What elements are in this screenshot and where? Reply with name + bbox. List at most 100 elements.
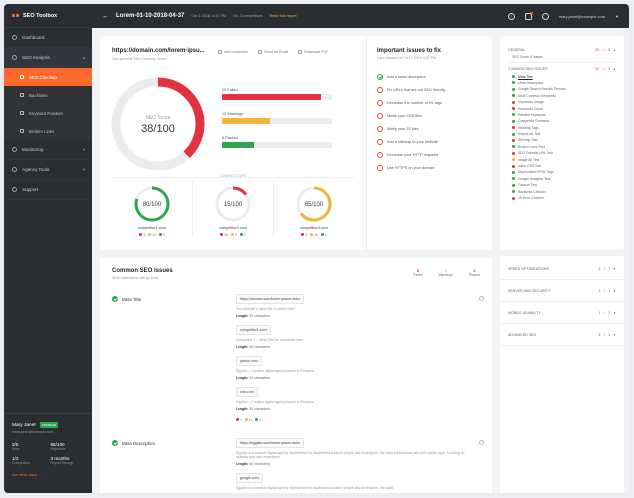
sidebar-subitem-backlinks[interactable]: Backlinks xyxy=(4,86,92,104)
other-plans-link[interactable]: See other plans → xyxy=(12,473,42,477)
important-issue-item[interactable]: Decrease your HTTP requests xyxy=(377,148,487,161)
sidebar-item-dashboard[interactable]: Dashboard xyxy=(4,28,92,48)
nav-subitem[interactable]: Inline CSS Test xyxy=(500,163,624,169)
sidebar-item-label: Support xyxy=(22,187,39,192)
nav-subitem[interactable]: Image Alt Test xyxy=(500,156,624,162)
nav-subitem[interactable]: Competitor Domains xyxy=(500,118,624,124)
nav-subitem[interactable]: SEO Friendly URL Test xyxy=(500,150,624,156)
redo-report-link[interactable]: Redo this report xyxy=(269,14,297,18)
info-icon[interactable] xyxy=(479,296,484,301)
important-issue-item[interactable]: Add a sitemap to your website xyxy=(377,135,487,148)
competitor-card[interactable]: 15/100 competitor2.com 25 9 2 xyxy=(193,182,274,237)
circle-icon xyxy=(377,86,383,93)
nav-section[interactable]: ADVANCED SEO 4 3 3 ▼ xyxy=(500,324,624,346)
nav-subitem[interactable]: Backlinks Checker xyxy=(500,188,624,194)
download-icon xyxy=(298,50,303,54)
nav-section-general[interactable]: GENERAL 25 12 8 ▲ xyxy=(508,48,616,52)
sidebar-item-seo-analysis[interactable]: SEO Analysis ▲ xyxy=(4,48,92,68)
competitor-score: 65/100 xyxy=(305,202,324,208)
meta-title-row[interactable]: Meta Title xyxy=(112,296,141,302)
nav-subitem[interactable]: Robots.txt Test xyxy=(500,131,624,137)
nav-subitem[interactable]: Meta Description xyxy=(500,80,624,86)
sidebar-subitem-keyword-position[interactable]: Keyword Position xyxy=(4,104,92,122)
check-icon xyxy=(112,296,118,302)
help-icon[interactable]: ? xyxy=(507,12,515,20)
sidebar-item-label: Agency Tools xyxy=(22,167,50,172)
nav-subitem[interactable]: Related Keywords xyxy=(500,112,624,118)
nav-subitem[interactable]: Keywords Usage xyxy=(500,99,624,105)
brand[interactable]: SEO Toolbox xyxy=(4,4,92,28)
nav-subitem[interactable]: Google Search Results Preview xyxy=(500,86,624,92)
competitor-ring: 80/100 xyxy=(134,186,170,222)
nav-subitem[interactable]: Sitemap Test xyxy=(500,137,624,143)
dashboard-icon xyxy=(12,35,17,40)
meta-text: Competitor 1 – Meta Title for competitor… xyxy=(236,338,304,342)
important-issue-item[interactable]: Add a meta description xyxy=(377,70,487,83)
download-pdf-button[interactable]: Download PDF xyxy=(298,50,328,54)
bell-icon[interactable] xyxy=(524,11,533,20)
important-issue-item[interactable]: Fix URLs that are not SEO friendly xyxy=(377,83,487,96)
add-competitor-button[interactable]: Add competitor xyxy=(218,50,248,54)
issue-bar-fill xyxy=(222,94,321,100)
nav-subitem[interactable]: Keywords Cloud xyxy=(500,105,624,111)
sidebar-subitem-broken-links[interactable]: Broken Links xyxy=(4,122,92,140)
nav-section-common[interactable]: COMMON SEO ISSUES 25 12 8 ▲ xyxy=(508,67,616,72)
send-email-button[interactable]: Send via Email xyxy=(258,50,288,54)
back-arrow-icon[interactable]: ← xyxy=(102,12,109,20)
nav-subitem[interactable]: Google Analytics Test xyxy=(500,176,624,182)
issue-bar-fill xyxy=(222,142,254,148)
sidebar-item-agency-tools[interactable]: Agency Tools ▼ xyxy=(4,160,92,180)
chevron-up-icon: ▲ xyxy=(613,48,616,52)
meta-length: Length: 50 characters xyxy=(236,376,270,380)
nav-subitem[interactable]: Heading Tags xyxy=(500,125,624,131)
chevron-down-icon: ▼ xyxy=(613,332,616,337)
nav-section[interactable]: SERVER AND SECURITY 2 3 1 ▼ xyxy=(500,280,624,302)
circle-icon xyxy=(377,125,383,132)
important-issue-item[interactable]: Minify your JS files xyxy=(377,122,487,135)
nav-section[interactable]: MOBILE USABILITY 1 2 2 ▼ xyxy=(500,302,624,324)
nav-subitem[interactable]: Deprecated HTML Tags xyxy=(500,169,624,175)
chevron-down-icon[interactable]: ▼ xyxy=(615,13,619,19)
competitor-counts: 5 10 8 xyxy=(274,233,354,237)
competitor-list: 80/100 competitor1.com 3 15 9 15/100 competito… xyxy=(112,182,354,237)
sidebar-item-monitoring[interactable]: Monitoring ▼ xyxy=(4,140,92,160)
meta-length: Length: 50 characters xyxy=(236,462,270,466)
meta-description-row[interactable]: Meta Description xyxy=(112,440,155,446)
circle-icon xyxy=(377,99,383,106)
important-issue-item[interactable]: Use HTTPS on your domain xyxy=(377,161,487,174)
sidebar: SEO Toolbox Dashboard SEO Analysis ▲ SEO… xyxy=(4,4,92,493)
nav-subitem[interactable]: Most Common Keywords xyxy=(500,93,624,99)
meta-entry: competitor1.com Competitor 1 – Meta Title… xyxy=(236,325,476,349)
nav-subitem[interactable]: JS Error Checker xyxy=(500,195,624,201)
competitor-card[interactable]: 65/100 competitor3.com 5 10 8 xyxy=(274,182,354,237)
chevron-down-icon: ▼ xyxy=(613,310,616,315)
nav-subitem[interactable]: Meta Title xyxy=(500,73,624,79)
sidebar-subitem-seo-checkup[interactable]: SEO Checkup xyxy=(4,68,92,86)
checkup-icon xyxy=(20,75,24,79)
competitor-ring: 15/100 xyxy=(215,186,251,222)
nav-subitem[interactable]: Broken Links Test xyxy=(500,144,624,150)
support-icon xyxy=(12,187,17,192)
nav-subitem[interactable]: Favicon Test xyxy=(500,182,624,188)
sidebar-item-support[interactable]: Support xyxy=(4,180,92,200)
score-card: https://domain.com/lorem-ipsu... Your ge… xyxy=(100,36,366,250)
sidebar-subitem-label: Broken Links xyxy=(29,128,55,134)
nav-section[interactable]: SPEED OPTIMIZATIONS 3 4 2 ▼ xyxy=(500,258,624,280)
info-icon[interactable] xyxy=(479,440,484,445)
report-subtitle: Your general SEO Checkup Score xyxy=(112,57,167,61)
circle-icon xyxy=(377,112,383,119)
user-panel: Mary Janet PREMIUM mary.janet@example.co… xyxy=(4,413,92,493)
issue-bar-label: 25 Failed xyxy=(222,88,238,92)
competitor-card[interactable]: 80/100 competitor1.com 3 15 9 xyxy=(112,182,193,237)
chevron-down-icon: ▼ xyxy=(82,167,86,172)
important-issue-item[interactable]: Minify your CSS files xyxy=(377,109,487,122)
user-icon[interactable] xyxy=(541,12,549,20)
nav-subitem[interactable]: SEO Score & Issues xyxy=(512,55,543,60)
backlinks-icon xyxy=(20,93,24,97)
meta-text: Egginto is a creative digital agency rep… xyxy=(236,486,393,490)
important-issue-item[interactable]: Decrease the number of H1 tags xyxy=(377,96,487,109)
sidebar-subitem-label: SEO Checkup xyxy=(29,74,57,80)
meta-entry: cnn.com Egginto – Creative digital agency… xyxy=(236,387,476,411)
meta-site: https://domain.com/lorem-ipsum-dolor xyxy=(236,294,305,304)
user-email-top[interactable]: mary.janet@example.com xyxy=(558,13,606,19)
